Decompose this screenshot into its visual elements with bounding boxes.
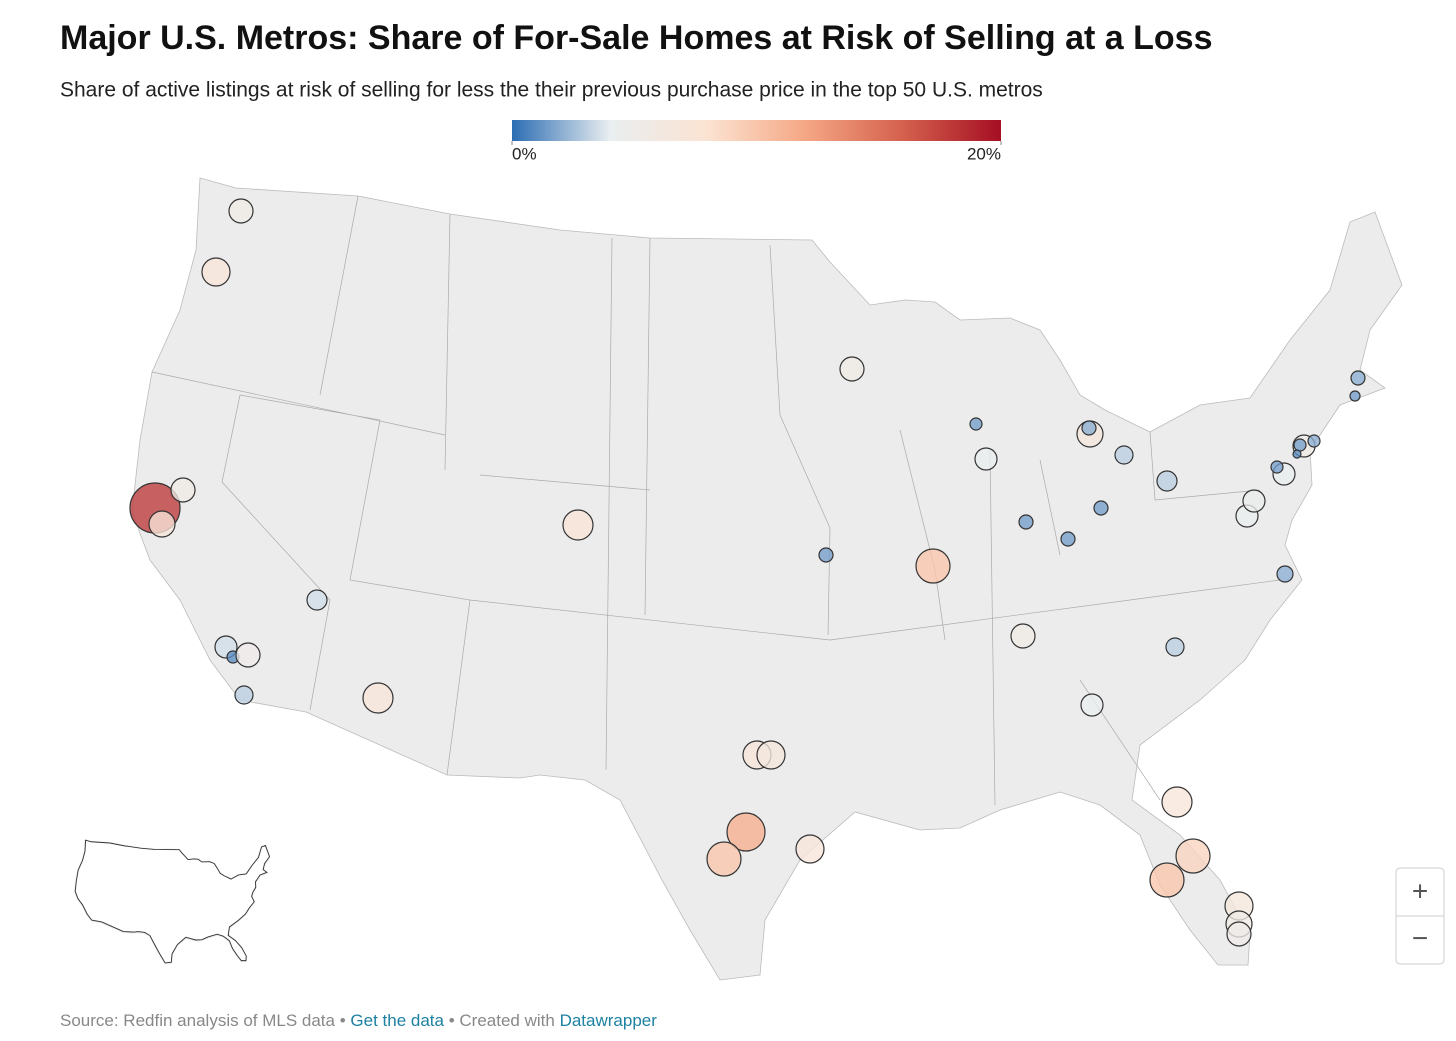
metro-bubble bbox=[1010, 623, 1036, 649]
metro-bubble bbox=[1165, 637, 1185, 657]
metro-bubble bbox=[1270, 460, 1284, 474]
metro-bubble bbox=[235, 642, 261, 668]
credit-link[interactable]: Datawrapper bbox=[559, 1011, 657, 1030]
get-data-link[interactable]: Get the data bbox=[350, 1011, 444, 1030]
separator: • bbox=[448, 1011, 455, 1030]
legend-scale bbox=[512, 120, 1001, 141]
metro-bubble bbox=[756, 740, 786, 770]
metro-bubble bbox=[306, 589, 328, 611]
metro-bubble bbox=[1156, 470, 1178, 492]
metro-bubble bbox=[1292, 449, 1302, 459]
metro-bubble bbox=[1175, 838, 1211, 874]
legend-label: 20% bbox=[967, 144, 1001, 163]
metro-bubble bbox=[915, 548, 951, 584]
metro-bubble bbox=[1307, 434, 1321, 448]
metro-bubble bbox=[706, 841, 742, 877]
title: Major U.S. Metros: Share of For-Sale Hom… bbox=[60, 19, 1212, 57]
footer: Source: Redfin analysis of MLS data • Ge… bbox=[60, 1011, 657, 1031]
metro-bubble bbox=[148, 510, 176, 538]
us-map bbox=[131, 177, 1403, 981]
metro-bubble bbox=[1149, 862, 1185, 898]
metro-bubble bbox=[1276, 565, 1294, 583]
legend-label: 0% bbox=[512, 144, 537, 163]
metro-bubble bbox=[1293, 438, 1307, 452]
metro-bubble bbox=[1161, 786, 1193, 818]
metro-bubble bbox=[201, 257, 231, 287]
metro-bubble bbox=[969, 417, 983, 431]
metro-bubble bbox=[362, 682, 394, 714]
bubble-layer bbox=[129, 198, 1366, 947]
metro-bubble bbox=[1080, 693, 1104, 717]
metro-bubble bbox=[795, 834, 825, 864]
separator: • bbox=[339, 1011, 346, 1030]
metro-bubble bbox=[839, 356, 865, 382]
metro-bubble bbox=[1114, 445, 1134, 465]
metro-bubble bbox=[974, 447, 998, 471]
source: Source: Redfin analysis of MLS data bbox=[60, 1011, 335, 1030]
metro-bubble bbox=[1226, 921, 1252, 947]
subtitle: Share of active listings at risk of sell… bbox=[60, 79, 1043, 102]
metro-bubble bbox=[562, 509, 594, 541]
metro-bubble bbox=[1093, 500, 1109, 516]
metro-bubble bbox=[228, 198, 254, 224]
created-with: Created with bbox=[459, 1011, 555, 1030]
zoom-out[interactable]: − bbox=[1412, 922, 1428, 953]
metro-bubble bbox=[818, 547, 834, 563]
metro-bubble bbox=[1350, 370, 1366, 386]
inset-map bbox=[74, 839, 270, 964]
zoom-in[interactable]: + bbox=[1412, 875, 1428, 906]
metro-bubble bbox=[1242, 489, 1266, 513]
metro-bubble bbox=[1018, 514, 1034, 530]
metro-bubble bbox=[1081, 420, 1097, 436]
metro-bubble bbox=[234, 685, 254, 705]
metro-bubble bbox=[170, 477, 196, 503]
metro-bubble bbox=[726, 812, 766, 852]
metro-bubble bbox=[1060, 531, 1076, 547]
metro-bubble bbox=[1349, 390, 1361, 402]
